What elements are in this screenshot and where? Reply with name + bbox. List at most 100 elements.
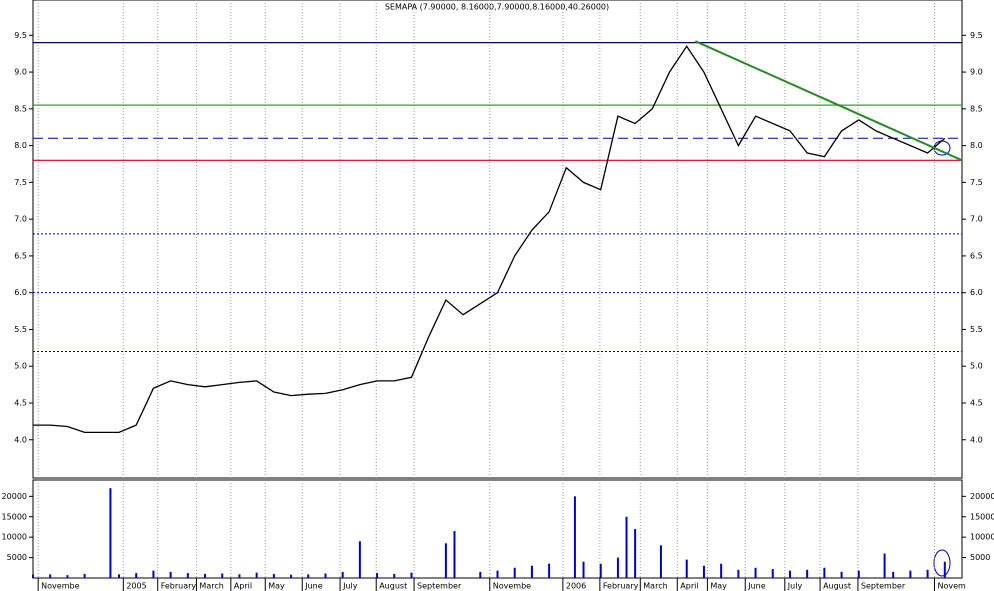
y-tick-label: 5000 <box>970 553 990 562</box>
y-tick-label: 7.5 <box>14 178 27 187</box>
y-tick-label: 10000 <box>2 533 27 542</box>
volume-bar <box>66 575 69 578</box>
volume-bar <box>806 569 809 578</box>
y-tick-label: 5.5 <box>970 325 983 334</box>
volume-bar <box>823 567 826 578</box>
volume-bar <box>410 572 413 578</box>
x-tick-label: April <box>680 582 698 591</box>
y-tick-label: 4.0 <box>14 435 27 444</box>
volume-bar <box>720 563 723 578</box>
x-tick-label: July <box>342 582 358 591</box>
y-tick-label: 9.5 <box>14 31 27 40</box>
volume-bar <box>634 529 637 578</box>
x-tick-label: 2006 <box>566 582 586 591</box>
y-tick-label: 15000 <box>970 512 994 521</box>
y-tick-label: 7.0 <box>14 215 27 224</box>
y-tick-label: 6.0 <box>14 288 27 297</box>
x-tick-label: September <box>417 582 462 591</box>
price-line <box>33 45 946 434</box>
x-tick-label: July <box>787 582 803 591</box>
volume-bar <box>513 567 516 578</box>
x-tick-label: March <box>643 582 667 591</box>
y-tick-label: 6.5 <box>970 251 983 260</box>
volume-bar <box>496 570 499 578</box>
volume-bar <box>892 571 895 578</box>
volume-bar <box>737 569 740 578</box>
y-tick-label: 4.5 <box>970 398 983 407</box>
y-tick-label: 9.0 <box>970 68 983 77</box>
y-tick-label: 7.5 <box>970 178 983 187</box>
trend-line <box>694 40 963 162</box>
x-tick-label: February <box>603 582 639 591</box>
volume-bar <box>393 573 396 578</box>
volume-bar <box>444 543 447 578</box>
y-tick-label: 7.0 <box>970 215 983 224</box>
volume-bar <box>32 574 34 578</box>
volume-bar <box>238 574 241 578</box>
volume-bar <box>943 561 946 578</box>
volume-bar <box>341 571 344 578</box>
y-tick-label: 5000 <box>7 553 27 562</box>
x-tick-label: June <box>747 582 766 591</box>
volume-bar <box>530 565 533 578</box>
volume-bar <box>702 565 705 578</box>
volume-bar <box>771 569 774 578</box>
volume-bar <box>685 559 688 578</box>
chart-title: SEMAPA (7.90000, 8.16000,7.90000,8.16000… <box>385 3 609 12</box>
y-tick-label: 5.0 <box>970 362 983 371</box>
y-tick-label: 15000 <box>2 512 27 521</box>
y-tick-label: 8.0 <box>14 141 27 150</box>
x-tick-label: Novem <box>937 582 966 591</box>
volume-bar <box>625 516 628 578</box>
y-tick-label: 8.0 <box>970 141 983 150</box>
volume-bar <box>616 557 619 578</box>
y-tick-label: 5.0 <box>14 362 27 371</box>
x-tick-label: February <box>161 582 197 591</box>
price-frame <box>32 0 963 479</box>
x-tick-label: May <box>710 582 727 591</box>
volume-bar <box>909 570 912 578</box>
volume-bar <box>109 488 112 578</box>
y-tick-label: 20000 <box>2 492 27 501</box>
volume-bar <box>582 561 585 578</box>
x-tick-label: August <box>823 582 851 591</box>
y-tick-label: 4.0 <box>970 435 983 444</box>
x-tick-label: May <box>268 582 285 591</box>
y-tick-label: 6.0 <box>970 288 983 297</box>
volume-bar <box>376 573 379 578</box>
x-tick-label: August <box>379 582 407 591</box>
x-tick-label: Novembe <box>41 582 79 591</box>
volume-bar <box>169 571 172 578</box>
x-tick-label: June <box>304 582 323 591</box>
volume-bar <box>599 563 602 578</box>
volume-bar <box>135 573 138 578</box>
volume-bar <box>290 574 293 578</box>
x-tick-label: April <box>234 582 252 591</box>
x-tick-label: 2005 <box>126 582 146 591</box>
y-tick-label: 20000 <box>970 492 994 501</box>
volume-bar <box>221 573 224 578</box>
x-tick-label: September <box>861 582 906 591</box>
volume-bar <box>83 573 86 578</box>
highlight-circle <box>933 549 951 577</box>
volume-bar <box>479 571 482 578</box>
volume-bar <box>152 570 155 578</box>
volume-bar <box>788 570 791 578</box>
x-tick-label: Novembe <box>493 582 531 591</box>
volume-bar <box>857 570 860 578</box>
volume-bar <box>324 573 327 578</box>
y-tick-label: 8.5 <box>14 104 27 113</box>
volume-bar <box>118 574 121 578</box>
volume-bar <box>255 572 258 578</box>
volume-bar <box>659 545 662 578</box>
y-tick-label: 6.5 <box>14 251 27 260</box>
x-tick-label: March <box>199 582 223 591</box>
volume-bar <box>358 541 361 578</box>
y-tick-label: 8.5 <box>970 104 983 113</box>
volume-bar <box>883 553 886 578</box>
volume-bar <box>548 563 551 578</box>
volume-bar <box>49 574 52 578</box>
volume-frame <box>32 479 963 579</box>
volume-bar <box>453 531 456 578</box>
